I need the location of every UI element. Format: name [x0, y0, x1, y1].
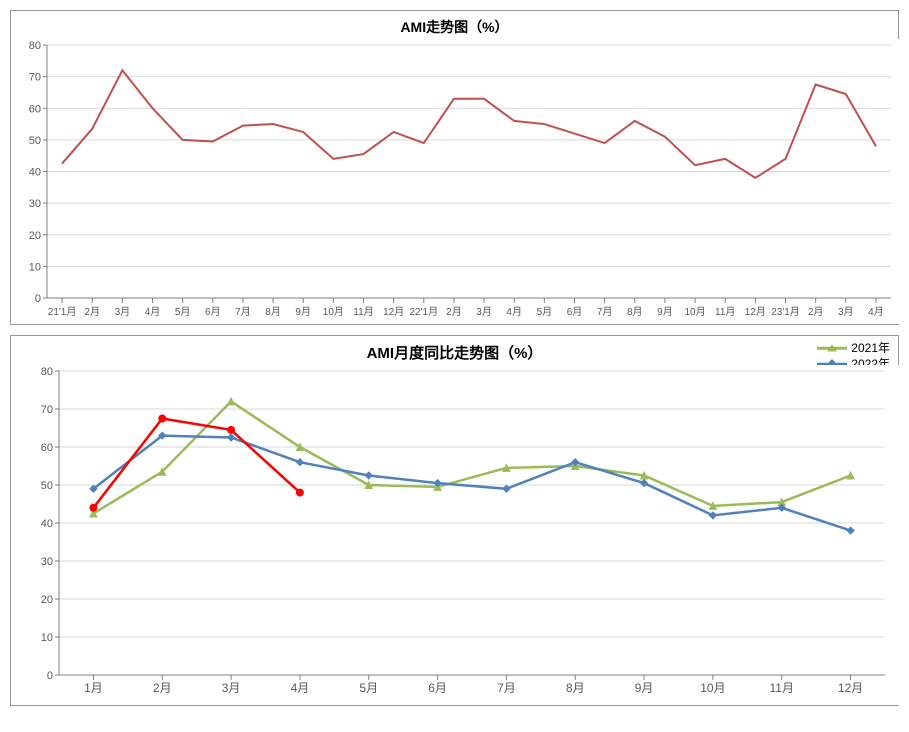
- chart1-title: AMI走势图（%）: [11, 11, 898, 39]
- svg-text:9月: 9月: [295, 306, 311, 318]
- svg-text:80: 80: [41, 366, 53, 378]
- svg-text:2月: 2月: [808, 306, 824, 318]
- svg-text:30: 30: [41, 556, 53, 568]
- svg-text:10月: 10月: [685, 306, 706, 318]
- svg-text:5月: 5月: [537, 306, 553, 318]
- svg-text:5月: 5月: [175, 306, 191, 318]
- svg-text:5月: 5月: [359, 681, 378, 695]
- svg-text:2月: 2月: [84, 306, 100, 318]
- svg-text:4月: 4月: [506, 306, 522, 318]
- chart1-plot: 0 10 20 30 40 50 60 70 80 21'1月 2月 3月 4月 5月 6月 7月 8月 9月 10…: [11, 39, 898, 324]
- svg-text:2月: 2月: [446, 306, 462, 318]
- svg-text:12月: 12月: [745, 306, 766, 318]
- svg-text:60: 60: [41, 442, 53, 454]
- svg-text:11月: 11月: [715, 306, 735, 318]
- svg-text:2月: 2月: [153, 681, 172, 695]
- svg-text:3月: 3月: [476, 306, 492, 318]
- svg-text:7月: 7月: [497, 681, 516, 695]
- svg-text:70: 70: [29, 72, 41, 84]
- legend-marker-icon: [817, 342, 847, 354]
- svg-text:1月: 1月: [84, 681, 103, 695]
- svg-text:6月: 6月: [567, 306, 583, 318]
- svg-text:3月: 3月: [838, 306, 854, 318]
- svg-text:70: 70: [41, 404, 53, 416]
- chart2-title: AMI月度同比走势图（%）: [11, 336, 898, 365]
- svg-text:12月: 12月: [838, 681, 863, 695]
- svg-text:20: 20: [41, 594, 53, 606]
- svg-text:9月: 9月: [657, 306, 673, 318]
- svg-text:6月: 6月: [205, 306, 221, 318]
- svg-text:30: 30: [29, 198, 41, 210]
- ami-trend-chart: AMI走势图（%） 0 10 20 30 40 50 60 70 80 21'1月 2月 3月 4月 5月…: [10, 10, 899, 325]
- svg-text:4月: 4月: [291, 681, 310, 695]
- svg-text:4月: 4月: [868, 306, 884, 318]
- svg-text:4月: 4月: [145, 306, 161, 318]
- svg-text:7月: 7月: [597, 306, 613, 318]
- svg-text:0: 0: [35, 293, 41, 305]
- svg-text:10月: 10月: [323, 306, 344, 318]
- svg-text:0: 0: [47, 670, 53, 682]
- svg-text:9月: 9月: [635, 681, 654, 695]
- svg-text:23'1月: 23'1月: [771, 306, 800, 318]
- svg-text:40: 40: [29, 167, 41, 179]
- svg-text:8月: 8月: [566, 681, 585, 695]
- svg-text:50: 50: [41, 480, 53, 492]
- svg-text:10: 10: [29, 261, 41, 273]
- svg-text:8月: 8月: [265, 306, 281, 318]
- svg-text:11月: 11月: [353, 306, 373, 318]
- svg-text:3月: 3月: [115, 306, 131, 318]
- svg-text:8月: 8月: [627, 306, 643, 318]
- legend-label: 2021年: [851, 340, 890, 356]
- svg-text:60: 60: [29, 103, 41, 115]
- svg-text:12月: 12月: [383, 306, 404, 318]
- svg-text:22'1月: 22'1月: [409, 306, 438, 318]
- chart1-svg: 0 10 20 30 40 50 60 70 80 21'1月 2月 3月 4月 5月 6月 7月 8月 9月 10…: [11, 39, 901, 324]
- svg-text:20: 20: [29, 230, 41, 242]
- svg-text:7月: 7月: [235, 306, 251, 318]
- svg-text:21'1月: 21'1月: [48, 306, 77, 318]
- chart2-svg: 0 10 20 30 40 50 60 70 80 1月 2月 3月 4月 5月 6月 7月 8月 9月 10月 11…: [11, 365, 901, 705]
- svg-text:50: 50: [29, 135, 41, 147]
- svg-text:10: 10: [41, 632, 53, 644]
- legend-item: 2021年: [817, 340, 890, 356]
- svg-text:40: 40: [41, 518, 53, 530]
- ami-monthly-yoy-chart: AMI月度同比走势图（%） 2021年2022年2023年 0102030405…: [10, 335, 899, 706]
- svg-text:11月: 11月: [770, 681, 794, 695]
- svg-text:6月: 6月: [428, 681, 447, 695]
- svg-text:10月: 10月: [700, 681, 725, 695]
- svg-text:3月: 3月: [222, 681, 241, 695]
- chart2-plot: 0 10 20 30 40 50 60 70 80 1月 2月 3月 4月 5月 6月 7月 8月 9月 10月 11…: [11, 365, 898, 705]
- svg-text:80: 80: [29, 40, 41, 52]
